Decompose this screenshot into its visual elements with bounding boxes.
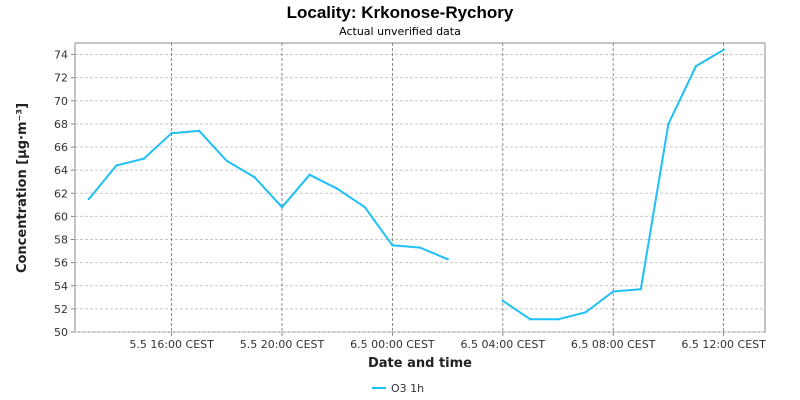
data-point: [198, 129, 201, 133]
x-tick-label: 6.5 12:00 CEST: [681, 338, 766, 351]
data-point: [225, 159, 228, 163]
data-point: [115, 164, 118, 167]
data-point: [170, 131, 173, 135]
series-line-segment: [88, 129, 448, 261]
data-point: [87, 197, 91, 201]
y-tick-label: 60: [54, 210, 68, 223]
y-tick-label: 54: [54, 280, 68, 293]
data-point: [363, 205, 366, 209]
x-axis-ticks: 5.5 16:00 CEST 5.5 20:00 CEST 6.5 00:00 CE…: [129, 332, 766, 351]
x-axis-label: Date and time: [368, 356, 472, 371]
y-tick-label: 74: [54, 49, 68, 62]
plot-area: [74, 42, 766, 333]
y-tick-label: 56: [54, 257, 68, 270]
data-point: [667, 122, 670, 126]
x-tick-label: 5.5 16:00 CEST: [129, 338, 214, 351]
data-point: [694, 64, 698, 68]
y-gridlines: [75, 54, 765, 333]
y-tick-label: 66: [54, 141, 68, 154]
y-tick-label: 52: [54, 303, 68, 316]
data-point: [142, 157, 146, 160]
y-axis-ticks: 50 52 54 56 58 60 62 64 66 68 70 72 74: [54, 49, 75, 339]
data-point: [391, 244, 394, 247]
x-tick-label: 6.5 08:00 CEST: [571, 338, 656, 351]
y-tick-label: 58: [54, 234, 68, 247]
data-point: [612, 290, 615, 293]
y-tick-label: 64: [54, 164, 68, 177]
data-point: [336, 187, 339, 190]
y-tick-label: 62: [54, 187, 68, 200]
y-tick-label: 72: [54, 72, 68, 85]
data-point: [584, 311, 587, 314]
y-tick-label: 50: [54, 326, 68, 339]
x-tick-label: 5.5 20:00 CEST: [240, 338, 325, 351]
y-axis-label: Concentration [µg·m⁻³]: [15, 103, 30, 273]
x-tick-label: 6.5 04:00 CEST: [461, 338, 546, 351]
y-tick-label: 68: [54, 118, 68, 131]
legend: O3 1h: [372, 382, 424, 395]
legend-label: O3 1h: [391, 382, 424, 395]
data-point: [280, 205, 284, 209]
data-point: [446, 257, 449, 261]
data-point: [308, 173, 311, 176]
data-point: [529, 318, 532, 321]
chart-title: Locality: Krkonose-Rychory: [287, 3, 514, 22]
data-point: [418, 246, 422, 249]
y-tick-label: 70: [54, 95, 68, 108]
data-point: [501, 299, 504, 302]
chart-subtitle: Actual unverified data: [339, 25, 461, 38]
x-gridlines: [171, 43, 724, 332]
data-point: [556, 318, 560, 321]
x-tick-label: 6.5 00:00 CEST: [350, 338, 435, 351]
data-point: [639, 288, 642, 291]
data-point: [722, 48, 725, 52]
series-layer: [87, 48, 725, 321]
data-point: [253, 175, 256, 179]
